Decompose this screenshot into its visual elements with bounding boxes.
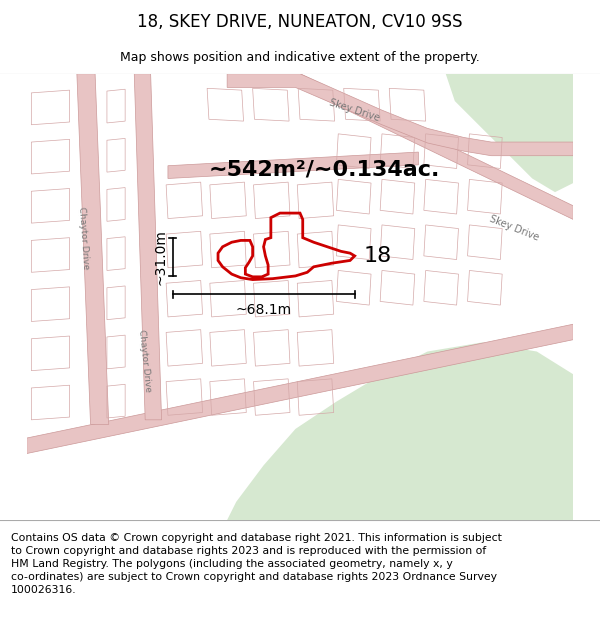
Text: Map shows position and indicative extent of the property.: Map shows position and indicative extent… <box>120 51 480 64</box>
Text: 18, SKEY DRIVE, NUNEATON, CV10 9SS: 18, SKEY DRIVE, NUNEATON, CV10 9SS <box>137 13 463 31</box>
Text: Chaytor Drive: Chaytor Drive <box>137 329 153 392</box>
Text: Skey Drive: Skey Drive <box>328 98 381 123</box>
Text: ~68.1m: ~68.1m <box>236 303 292 318</box>
Text: ~31.0m: ~31.0m <box>153 229 167 285</box>
Text: Skey Drive: Skey Drive <box>488 214 540 243</box>
Polygon shape <box>300 74 573 219</box>
Polygon shape <box>446 74 573 192</box>
Polygon shape <box>77 74 109 424</box>
Text: Contains OS data © Crown copyright and database right 2021. This information is : Contains OS data © Crown copyright and d… <box>11 532 502 596</box>
Text: Chaytor Drive: Chaytor Drive <box>77 206 91 269</box>
Polygon shape <box>227 342 573 520</box>
Polygon shape <box>27 324 573 454</box>
Text: ~542m²/~0.134ac.: ~542m²/~0.134ac. <box>209 159 440 179</box>
Text: 18: 18 <box>363 246 392 266</box>
Polygon shape <box>227 74 573 156</box>
Polygon shape <box>168 152 418 179</box>
Polygon shape <box>134 74 161 420</box>
